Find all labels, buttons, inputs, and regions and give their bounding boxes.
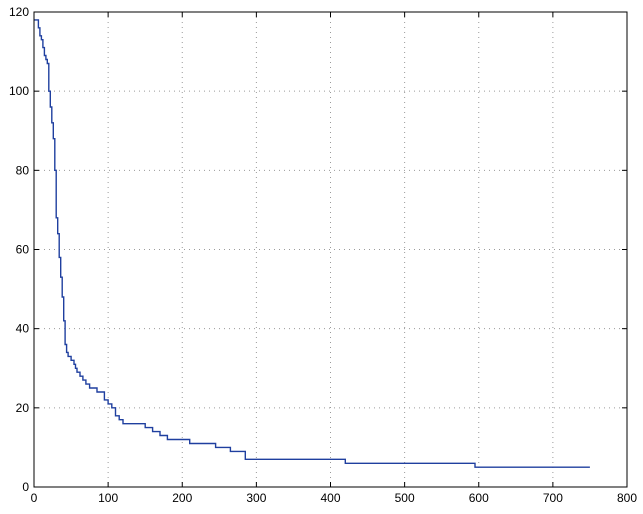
x-tick-label: 600 <box>469 491 489 505</box>
grid-lines <box>34 12 627 487</box>
x-tick-label: 700 <box>543 491 563 505</box>
x-tick-label: 800 <box>617 491 637 505</box>
y-tick-label: 60 <box>16 243 30 257</box>
series-line <box>34 19 590 468</box>
y-tick-label: 20 <box>16 401 30 415</box>
y-tick-label: 120 <box>9 5 29 19</box>
y-tick-label: 0 <box>22 480 29 494</box>
x-tick-label: 200 <box>172 491 192 505</box>
x-tick-label: 0 <box>31 491 38 505</box>
tick-marks <box>33 11 628 488</box>
y-tick-label: 40 <box>16 322 30 336</box>
x-tick-label: 400 <box>320 491 340 505</box>
plot-series <box>34 19 590 468</box>
x-tick-label: 100 <box>98 491 118 505</box>
tick-labels: 0 100 200 300 400 500 600 700 800 0 20 40 60 80 100 120 <box>9 5 637 505</box>
x-tick-label: 300 <box>246 491 266 505</box>
plot-frame <box>33 11 628 488</box>
x-tick-label: 500 <box>395 491 415 505</box>
y-tick-label: 80 <box>16 163 30 177</box>
y-tick-label: 100 <box>9 84 29 98</box>
